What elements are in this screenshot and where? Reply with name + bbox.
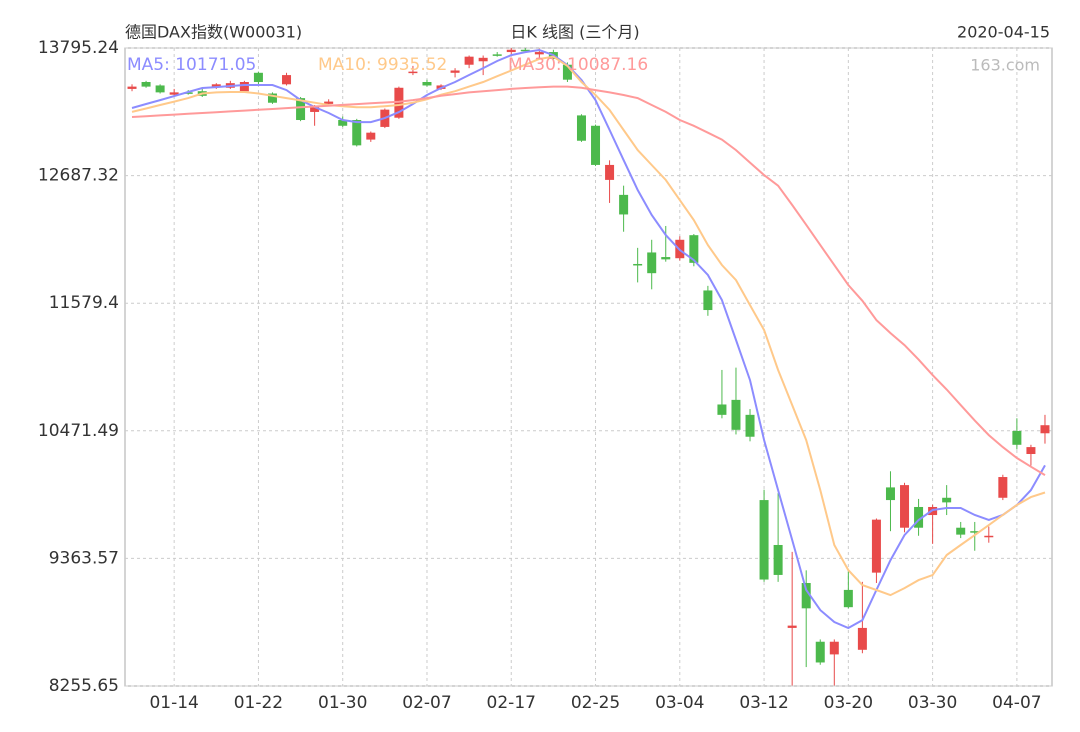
candle-body (773, 544, 783, 575)
candle-body (647, 252, 657, 274)
plot-frame (124, 47, 1053, 687)
chart-title: 德国DAX指数(W00031) (125, 23, 302, 42)
candle-body (815, 641, 825, 663)
candle-body (408, 71, 418, 74)
x-tick-label: 03-04 (655, 693, 704, 713)
candle-body (366, 132, 376, 140)
y-tick-label: 13795.24 (38, 38, 119, 58)
y-tick-label: 8255.65 (49, 676, 119, 696)
candle-body (843, 589, 853, 608)
watermark: 163.com (970, 56, 1040, 75)
candle-body (155, 85, 165, 93)
candle-body (1012, 430, 1022, 445)
candle-body (127, 86, 137, 89)
x-tick-label: 03-20 (824, 693, 873, 713)
candle-body (562, 64, 572, 80)
candle-body (759, 500, 769, 580)
candle-body (394, 87, 404, 118)
x-tick-label: 02-25 (571, 693, 620, 713)
candle-body (169, 92, 179, 95)
candle-body (801, 582, 811, 609)
y-tick-label: 9363.57 (49, 548, 119, 568)
ma-line (131, 85, 1046, 476)
candle-body (492, 54, 502, 56)
x-tick-label: 04-07 (992, 693, 1041, 713)
candle-body (506, 49, 516, 53)
candle-body (633, 263, 643, 266)
x-tick-label: 02-07 (402, 693, 451, 713)
x-tick-label: 01-14 (149, 693, 198, 713)
candle-body (141, 82, 151, 87)
candle-body (787, 625, 797, 628)
candle-body (239, 82, 249, 92)
candle-body (703, 290, 713, 311)
candle-body (605, 164, 615, 180)
candle-body (1040, 425, 1050, 434)
chart-date: 2020-04-15 (957, 23, 1050, 42)
candle-body (282, 75, 292, 85)
y-tick-label: 11579.4 (49, 293, 119, 313)
y-tick-label: 12687.32 (38, 166, 119, 186)
candle-body (942, 497, 952, 503)
candle-body (717, 404, 727, 415)
x-tick-label: 03-12 (739, 693, 788, 713)
candle-body (984, 535, 994, 538)
candle-body (970, 531, 980, 533)
plot-area (127, 48, 1050, 686)
candle-body (1026, 447, 1036, 455)
ma-line (131, 48, 1046, 630)
candle-body (576, 115, 586, 141)
candle-body (338, 120, 348, 126)
candle-body (745, 414, 755, 437)
candle-body (324, 101, 334, 104)
candle-body (534, 52, 544, 55)
candle-body (956, 527, 966, 535)
candle-body (998, 477, 1008, 498)
grid (125, 47, 1052, 687)
candle-body (352, 120, 362, 146)
candle-body (253, 72, 263, 83)
x-tick-label: 01-22 (234, 693, 283, 713)
candle-body (829, 641, 839, 655)
candle-body (464, 56, 474, 65)
candle-body (900, 485, 910, 528)
candle-body (183, 92, 193, 94)
candle-body (478, 57, 488, 62)
x-tick-label: 01-30 (318, 693, 367, 713)
legend-entry: MA5: 10171.05 (127, 55, 256, 75)
y-tick-label: 10471.49 (38, 421, 119, 441)
candle-body (689, 235, 699, 263)
candle-body (267, 93, 277, 103)
candle-body (731, 399, 741, 430)
candle-body (296, 98, 306, 121)
candle-body (591, 125, 601, 165)
x-tick-label: 03-30 (908, 693, 957, 713)
chart-subtitle: 日K 线图 (三个月) (510, 23, 639, 42)
candle-body (422, 82, 432, 86)
candle-body (857, 627, 867, 650)
candle-body (619, 194, 629, 215)
candle-body (661, 257, 671, 260)
legend-entry: MA30: 10087.16 (508, 55, 648, 75)
candle-body (914, 506, 924, 528)
candle-body (450, 70, 460, 73)
candle-body (885, 487, 895, 501)
candle-body (310, 106, 320, 112)
candle-body (211, 84, 221, 87)
x-tick-label: 02-17 (487, 693, 536, 713)
candle-body (520, 49, 530, 52)
candle-body (871, 519, 881, 573)
legend-entry: MA10: 9935.52 (318, 55, 447, 75)
